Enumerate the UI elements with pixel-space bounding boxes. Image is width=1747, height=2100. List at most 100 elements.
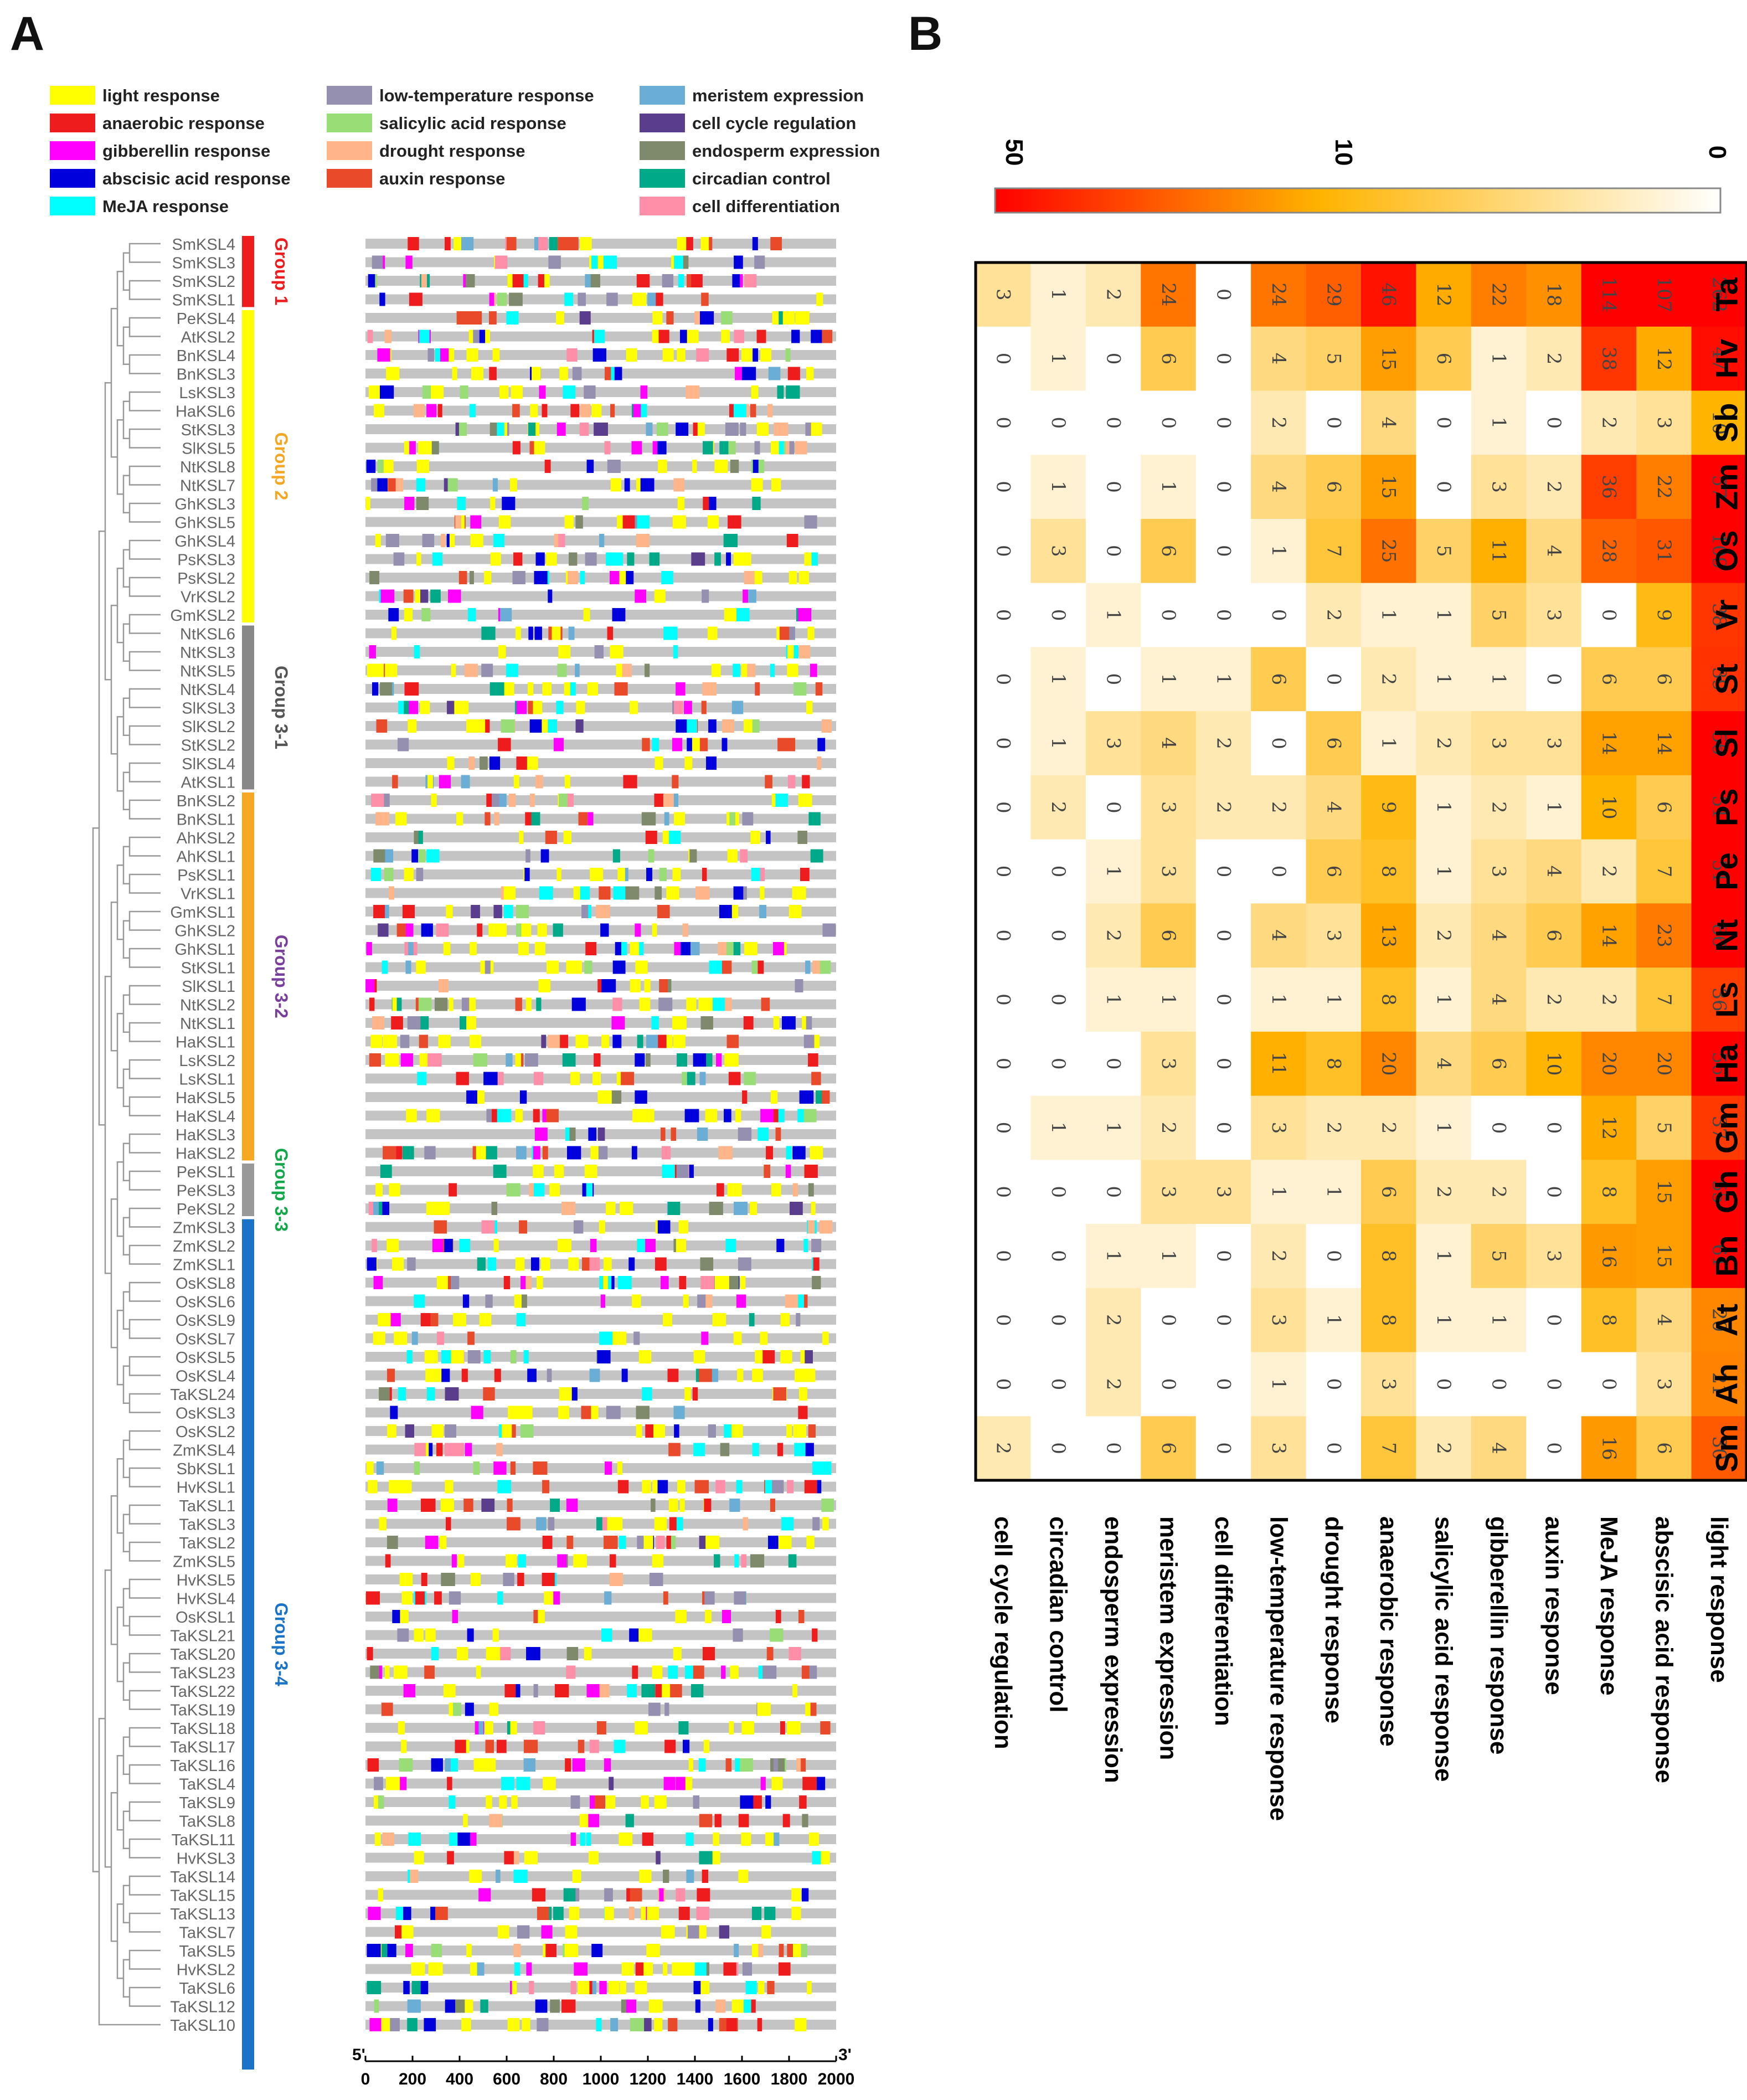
heatmap-cell: [1361, 455, 1416, 519]
cis-element: [499, 385, 509, 399]
heatmap-value: 0: [992, 1250, 1014, 1262]
heatmap-value: 8: [1378, 1250, 1400, 1262]
heatmap-value: 0: [1047, 1314, 1069, 1326]
cis-element: [756, 423, 769, 436]
cis-element: [402, 1480, 412, 1494]
cis-element: [820, 330, 833, 343]
cis-element: [612, 997, 622, 1011]
cis-element: [664, 1702, 669, 1716]
cis-element: [563, 1888, 576, 1902]
group-bar: [242, 792, 254, 1161]
cis-element: [548, 1517, 555, 1531]
cis-element: [733, 1202, 748, 1215]
cis-element: [683, 1739, 690, 1753]
cis-element: [547, 1368, 552, 1382]
species-label: Ls: [1709, 981, 1744, 1017]
heatmap-value: 1: [1267, 1378, 1290, 1391]
promoter-track: [365, 1704, 836, 1715]
cis-element: [421, 1499, 435, 1512]
cis-element: [807, 626, 815, 640]
tree-branch: [128, 1541, 138, 1562]
legend-label: cell differentiation: [692, 197, 840, 216]
cis-element: [485, 1146, 497, 1160]
cis-element: [473, 1461, 480, 1475]
cis-element: [621, 1962, 634, 1976]
heatmap-value: 2: [1157, 1122, 1179, 1134]
cis-element: [432, 1239, 445, 1252]
gene-label: OsKSL3: [176, 1405, 235, 1423]
heatmap-value: 1: [1047, 673, 1069, 685]
cis-element: [639, 1870, 652, 1883]
legend-label: drought response: [379, 141, 525, 161]
cis-element: [492, 1628, 499, 1642]
tree-branch: [116, 271, 123, 347]
cis-element: [585, 274, 591, 287]
heatmap-value: 0: [1267, 737, 1290, 749]
heatmap-value: 8: [1378, 866, 1400, 878]
cis-element: [558, 237, 566, 250]
heatmap-value: 39: [1708, 667, 1730, 691]
cis-element: [734, 1591, 746, 1605]
cis-element: [434, 1220, 447, 1234]
cis-element: [594, 423, 608, 436]
cis-element: [721, 1665, 726, 1679]
gene-label: TaKSL3: [179, 1516, 235, 1534]
cis-element: [696, 348, 709, 362]
cis-element: [399, 1758, 413, 1772]
cis-element: [766, 831, 771, 844]
cis-element: [696, 1907, 710, 1920]
heatmap-cell: [1141, 390, 1197, 455]
cis-element: [579, 1814, 589, 1828]
heatmap-value: 4: [1267, 353, 1290, 365]
cis-element: [787, 367, 800, 380]
promoter-track: [365, 1259, 836, 1269]
heatmap-value: 0: [1212, 1378, 1234, 1391]
cis-element: [454, 237, 464, 250]
cis-element: [441, 534, 446, 547]
cis-element: [496, 1739, 507, 1753]
axis-tick-label: 0: [361, 2070, 370, 2088]
cis-element: [507, 1517, 521, 1531]
gene-label: VrKSL2: [181, 589, 235, 606]
cis-element: [538, 1610, 545, 1623]
heatmap-cell: [1141, 1031, 1197, 1097]
heatmap-value: 4: [1157, 737, 1179, 749]
cis-element: [411, 1981, 421, 1994]
cis-element: [383, 1034, 397, 1048]
gene-label: HvKSL3: [177, 1850, 235, 1868]
cis-element: [426, 1387, 435, 1401]
heatmap-value: 16: [1597, 1436, 1620, 1460]
gene-label: OsKSL5: [176, 1349, 235, 1367]
cis-element: [610, 478, 616, 492]
cis-element: [721, 330, 730, 343]
cis-element: [640, 478, 655, 492]
cis-element: [430, 589, 441, 603]
heatmap-value: 0: [1047, 1250, 1069, 1262]
heatmap-cell: [1030, 455, 1086, 519]
cis-element: [744, 571, 755, 584]
cis-element: [630, 2018, 645, 2031]
cis-element: [805, 423, 811, 436]
cis-element: [720, 1443, 730, 1456]
cis-element: [371, 478, 379, 492]
heatmap-cell: [1691, 390, 1747, 455]
tree-branch: [128, 1356, 138, 1376]
heatmap-cell: [1471, 775, 1527, 840]
cis-element: [366, 942, 372, 955]
heatmap-cell: [1195, 839, 1251, 904]
heatmap-value: 1: [1432, 1122, 1455, 1134]
cis-element: [563, 385, 576, 399]
cis-element: [805, 960, 811, 974]
heatmap-cell: [1691, 326, 1747, 391]
cis-element: [787, 1480, 794, 1494]
cis-element: [415, 1591, 425, 1605]
gene-label: SmKSL1: [172, 292, 235, 310]
cis-element: [760, 1331, 768, 1345]
cis-element: [415, 589, 421, 603]
cis-element: [712, 1276, 717, 1289]
gene-label: ZmKSL3: [173, 1219, 235, 1237]
heatmap-cell: [1085, 775, 1141, 840]
heatmap-value: 0: [1488, 1122, 1510, 1134]
cis-element: [558, 645, 571, 658]
heatmap-value: 57: [1708, 475, 1730, 498]
